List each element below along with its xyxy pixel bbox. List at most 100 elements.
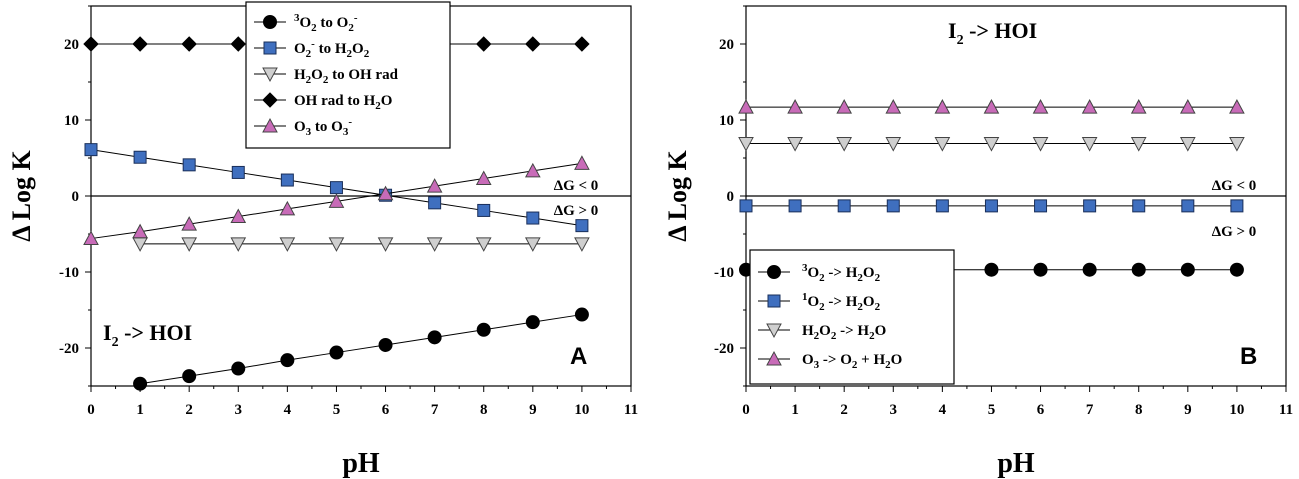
x-tick-label: 3 (890, 402, 898, 418)
data-point (477, 203, 491, 217)
data-point (1179, 137, 1196, 152)
data-point (739, 199, 753, 213)
x-tick-label: 5 (333, 402, 341, 418)
legend-box (245, 1, 451, 149)
reaction-annotation: I2 -> HOI (103, 320, 192, 350)
data-point (983, 137, 1000, 152)
data-point (427, 330, 442, 345)
y-tick-label: 0 (72, 189, 80, 205)
x-tick-label: 0 (87, 402, 95, 418)
legend-text-part: 2 (364, 48, 370, 60)
data-point (525, 36, 541, 52)
x-tick-label: 7 (1086, 402, 1094, 418)
series-line (140, 314, 582, 385)
data-point (1032, 137, 1049, 152)
data-point (1180, 262, 1195, 277)
annotation-subscript: 2 (112, 335, 119, 350)
data-point (475, 237, 492, 252)
legend-label: 3O2 -> H2O2 (802, 262, 881, 284)
legend-entry: H2O2 -> H2O (758, 323, 886, 342)
legend-marker (766, 323, 782, 339)
legend-entry: 3O2 to O2- (254, 12, 358, 34)
data-point (182, 158, 196, 172)
data-point (1130, 99, 1147, 114)
data-point (836, 99, 853, 114)
legend-entry: O3 to O3- (254, 116, 352, 138)
data-point (1229, 137, 1245, 152)
legend-text-part: -> H (836, 323, 869, 339)
series-triangle_up (738, 99, 1245, 114)
legend-text-part: 2 (875, 301, 881, 313)
x-tick-label: 2 (185, 402, 193, 418)
data-point (984, 262, 999, 277)
data-point (886, 199, 900, 213)
legend-text-part: 2 (875, 272, 881, 284)
data-point (574, 36, 590, 52)
legend-marker (263, 15, 277, 29)
series-triangle_up (83, 155, 590, 246)
data-point (525, 315, 540, 330)
legend-text-part: 2 (347, 48, 353, 60)
legend-entry: H2O2 to OH rad (254, 67, 399, 86)
data-point (1132, 199, 1146, 213)
legend-text-part: 2 (814, 330, 820, 342)
data-point (1130, 137, 1147, 152)
legend-text-part: to OH rad (328, 67, 398, 83)
legend-text-part: OH rad to H (294, 93, 376, 109)
data-point (280, 353, 295, 368)
legend-marker (263, 41, 277, 55)
legend-text-part: O (819, 323, 831, 339)
legend-marker (262, 92, 278, 108)
legend-text-part: to O (311, 119, 343, 135)
series-square (739, 199, 1244, 213)
x-axis-title: pH (997, 448, 1035, 479)
legend-text-part: 3 (802, 262, 808, 274)
data-point (181, 36, 197, 52)
y-tick-label: -20 (59, 341, 79, 357)
data-point (1033, 262, 1048, 277)
legend-label: O2- to H2O2 (294, 38, 370, 60)
data-point (885, 99, 902, 114)
legend-text-part: O (311, 67, 323, 83)
legend-text-part: to O (317, 15, 349, 31)
legend-text-part: 2 (885, 359, 891, 371)
panel-letter: A (570, 343, 587, 370)
legend-label: OH rad to H2O (294, 93, 392, 112)
legend-marker (767, 294, 781, 308)
data-point (983, 99, 1000, 114)
legend-entry: O3 -> O2 + H2O (758, 350, 902, 371)
data-point (836, 137, 853, 152)
y-tick-label: 0 (727, 189, 735, 205)
x-tick-label: 5 (988, 402, 996, 418)
legend-box (749, 249, 955, 385)
legend-text-part: 2 (852, 359, 858, 371)
legend-label: O3 -> O2 + H2O (802, 352, 902, 371)
data-point (526, 211, 540, 225)
legend-text-part: 2 (857, 301, 863, 313)
legend-text-part: O (808, 265, 820, 281)
legend-text-part: to H (315, 41, 347, 57)
legend-text-part: - (354, 12, 358, 24)
data-point (181, 216, 198, 231)
data-point (428, 196, 442, 210)
series-triangle_down (132, 237, 590, 252)
x-tick-label: 11 (1279, 402, 1293, 418)
data-point (83, 230, 99, 246)
legend-label: O3 to O3- (294, 116, 352, 138)
data-point (788, 199, 802, 213)
legend-text-part: + H (857, 352, 885, 368)
legend-text-part: - (348, 116, 352, 128)
legend-text-part: O (802, 352, 814, 368)
data-point (476, 36, 492, 52)
data-point (1131, 262, 1146, 277)
data-point (984, 199, 998, 213)
data-point (1082, 262, 1097, 277)
data-point (1081, 99, 1098, 114)
annotation-rest: -> HOI (964, 18, 1038, 43)
delta-g-positive-label: ΔG > 0 (554, 203, 599, 219)
data-point (574, 237, 590, 252)
legend-label: 1O2 -> H2O2 (802, 291, 881, 313)
legend-text-part: 2 (306, 74, 312, 86)
data-point (329, 345, 344, 360)
